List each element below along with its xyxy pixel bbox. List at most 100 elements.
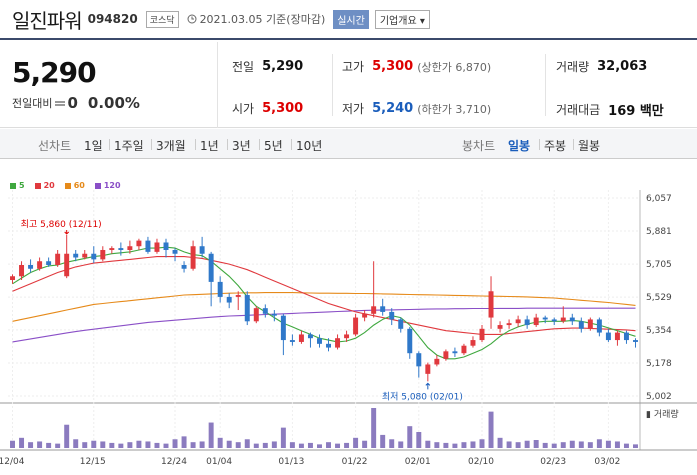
tab-3year[interactable]: 3년 [227, 139, 251, 153]
volume-bar [118, 443, 124, 448]
candle-body [353, 317, 359, 335]
volume-bar [488, 411, 494, 448]
volume-bar [298, 443, 304, 448]
candle-body [416, 353, 422, 367]
volume-bar [551, 443, 557, 448]
volume-bar [569, 440, 575, 448]
candle-body [470, 340, 476, 346]
candle-body [217, 281, 223, 297]
tab-candle-chart[interactable]: 봉차트 [462, 139, 496, 153]
candle-body [73, 253, 79, 258]
x-tick-label: 02/23 [540, 457, 566, 467]
candle-body [46, 261, 52, 266]
volume-bar [109, 442, 115, 448]
candle-body [208, 253, 214, 282]
candle-body [28, 265, 34, 269]
legend-ma60[interactable]: 60 [64, 181, 85, 190]
prev-value: 5,290 [262, 59, 304, 74]
candle-body [154, 242, 160, 252]
volume-bar [64, 424, 70, 448]
candle-body [443, 351, 449, 359]
volume-bar [596, 439, 602, 448]
volume-bar [253, 443, 259, 448]
candle-body [389, 311, 395, 320]
tab-monthly[interactable]: 월봉 [572, 139, 601, 153]
candlestick-chart: 6,057 5,881 5,705 5,529 5,354 5,178 5,002 12/04… [0, 190, 697, 467]
ma-line-60 [12, 292, 636, 322]
candle-body [524, 319, 530, 326]
candle-body [190, 246, 196, 269]
candle-body [55, 253, 61, 266]
candle-body [587, 319, 593, 329]
candle-body [452, 351, 458, 354]
legend-ma120[interactable]: 120 [94, 181, 121, 190]
volume-bar [515, 442, 521, 448]
volume-bar [280, 427, 286, 448]
volume-bar [46, 442, 52, 448]
candle-body [37, 261, 43, 269]
candle-body [344, 334, 350, 339]
volume-bar [389, 439, 395, 448]
upper-limit: (상한가 6,870) [417, 60, 492, 74]
volume-bar [380, 434, 386, 448]
change-row: 전일대비 0 0.00% [12, 94, 140, 112]
tab-1week[interactable]: 1주일 [109, 139, 144, 153]
candle-body [398, 319, 404, 329]
candle-body [307, 334, 313, 339]
volume-bar [91, 440, 97, 448]
trade-amount: 거래대금 169 백만 [556, 100, 664, 119]
current-price: 5,290 [12, 56, 97, 89]
chevron-down-icon: ▾ [419, 15, 425, 27]
stock-name: 일진파워 [12, 8, 83, 33]
volume-bar [416, 432, 422, 448]
quote-panel: 5,290 전일대비 0 0.00% 전일 5,290 고가 5,300 (상한가 6… [0, 42, 697, 128]
ma-line-120 [12, 307, 636, 343]
candle-body [244, 295, 250, 322]
company-info-button[interactable]: 기업개요 ▾ [374, 9, 430, 29]
tab-weekly[interactable]: 주봉 [538, 139, 567, 153]
max-arrow-icon [64, 229, 70, 235]
candle-body [425, 364, 431, 374]
candle-body [515, 319, 521, 324]
tab-1year[interactable]: 1년 [195, 139, 219, 153]
legend-ma5[interactable]: 5 [10, 181, 25, 190]
chart-legend: 5 20 60 120 [10, 181, 131, 190]
volume-bar [317, 444, 322, 448]
x-tick-label: 01/04 [206, 457, 232, 467]
candle-body [280, 315, 286, 341]
high-label: 고가 [342, 60, 365, 74]
volume-bar [262, 442, 268, 448]
volume-bar [73, 439, 79, 448]
tab-daily[interactable]: 일봉 [508, 139, 531, 153]
tab-3month[interactable]: 3개월 [151, 139, 186, 153]
y-tick-label: 5,178 [646, 359, 672, 369]
volume-axis-label: ▮ 거래량 [646, 408, 679, 420]
tab-10year[interactable]: 10년 [290, 139, 323, 153]
volume-bar [289, 442, 295, 448]
volume-bar [614, 441, 620, 448]
candle-body [262, 308, 268, 314]
tab-line-chart[interactable]: 선차트 [38, 139, 72, 153]
change-label: 전일대비 [12, 97, 53, 110]
volume-bar [533, 440, 539, 448]
volume-bar [506, 441, 512, 448]
legend-ma20[interactable]: 20 [34, 181, 55, 190]
candle-body [64, 253, 70, 277]
volume-bar [145, 441, 151, 448]
tab-1day[interactable]: 1일 [84, 139, 103, 153]
tab-5year[interactable]: 5년 [259, 139, 283, 153]
candle-body [235, 295, 241, 297]
volume-bar [37, 441, 43, 448]
volume-bar [443, 442, 449, 448]
volume-bar [181, 436, 187, 448]
volume-bar [100, 441, 106, 448]
candle-body [497, 325, 503, 329]
candle-body [461, 345, 467, 354]
candle-body [145, 240, 151, 252]
volume-bar [271, 441, 277, 448]
min-arrow-icon [425, 382, 431, 390]
high-value: 5,300 [372, 59, 414, 74]
volume-bar [172, 439, 178, 448]
volume-bar [136, 440, 142, 448]
realtime-button[interactable]: 실시간 [333, 9, 369, 29]
